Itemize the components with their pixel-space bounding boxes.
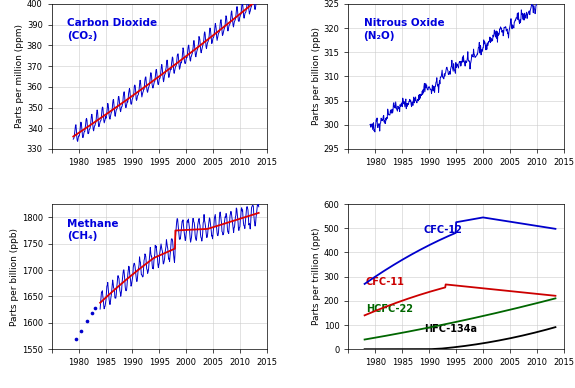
Text: HCFC-22: HCFC-22 xyxy=(366,303,413,314)
Text: CFC-12: CFC-12 xyxy=(424,225,463,235)
Point xyxy=(82,318,91,324)
Text: Carbon Dioxide
(CO₂): Carbon Dioxide (CO₂) xyxy=(67,18,157,41)
Y-axis label: Parts per million (ppm): Parts per million (ppm) xyxy=(15,24,24,128)
Text: CFC-11: CFC-11 xyxy=(366,277,405,288)
Point xyxy=(76,327,86,334)
Y-axis label: Parts per trillion (ppt): Parts per trillion (ppt) xyxy=(312,228,321,326)
Point xyxy=(90,305,99,311)
Text: Nitrous Oxide
(N₂O): Nitrous Oxide (N₂O) xyxy=(363,18,444,41)
Y-axis label: Parts per billion (ppb): Parts per billion (ppb) xyxy=(312,28,321,125)
Point xyxy=(87,310,97,316)
Y-axis label: Parts per billion (ppb): Parts per billion (ppb) xyxy=(10,228,19,326)
Text: Methane
(CH₄): Methane (CH₄) xyxy=(67,218,118,241)
Point xyxy=(71,336,80,342)
Text: HFC-134a: HFC-134a xyxy=(424,324,477,334)
